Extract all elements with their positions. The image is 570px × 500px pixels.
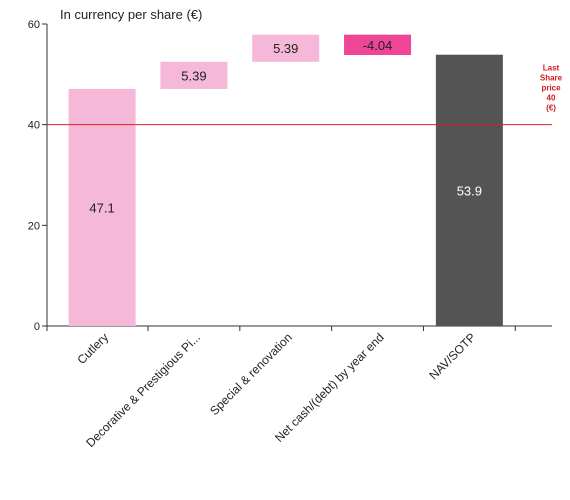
bar-value-label: -4.04	[363, 38, 393, 53]
bar	[435, 54, 503, 326]
bars: 47.1 5.39 5.39 -4.04 53.9	[68, 34, 503, 327]
bar-value-label: 47.1	[89, 200, 114, 215]
category-label: Net cash/(debt) by year end	[272, 330, 387, 445]
bar	[344, 34, 412, 56]
bar	[252, 34, 320, 62]
category-label: NAV/SOTP	[426, 330, 478, 382]
unit-label: In currency per share (€)	[60, 7, 202, 22]
bar	[160, 61, 228, 89]
y-tick-label: 60	[28, 19, 40, 31]
reference-line-label: Last Share price 40 (€)	[540, 64, 563, 113]
category-label: Cutlery	[74, 330, 111, 367]
category-label: Special & renovation	[207, 330, 295, 418]
bar	[68, 88, 136, 327]
bar-value-label: 53.9	[457, 183, 482, 198]
y-tick-label: 0	[34, 321, 40, 333]
bar-value-label: 5.39	[273, 41, 298, 56]
reference-line-group: Last Share price 40 (€)	[47, 64, 563, 126]
bar-value-label: 5.39	[181, 68, 206, 83]
y-tick-label: 40	[28, 120, 40, 132]
y-tick-label: 20	[28, 220, 40, 232]
